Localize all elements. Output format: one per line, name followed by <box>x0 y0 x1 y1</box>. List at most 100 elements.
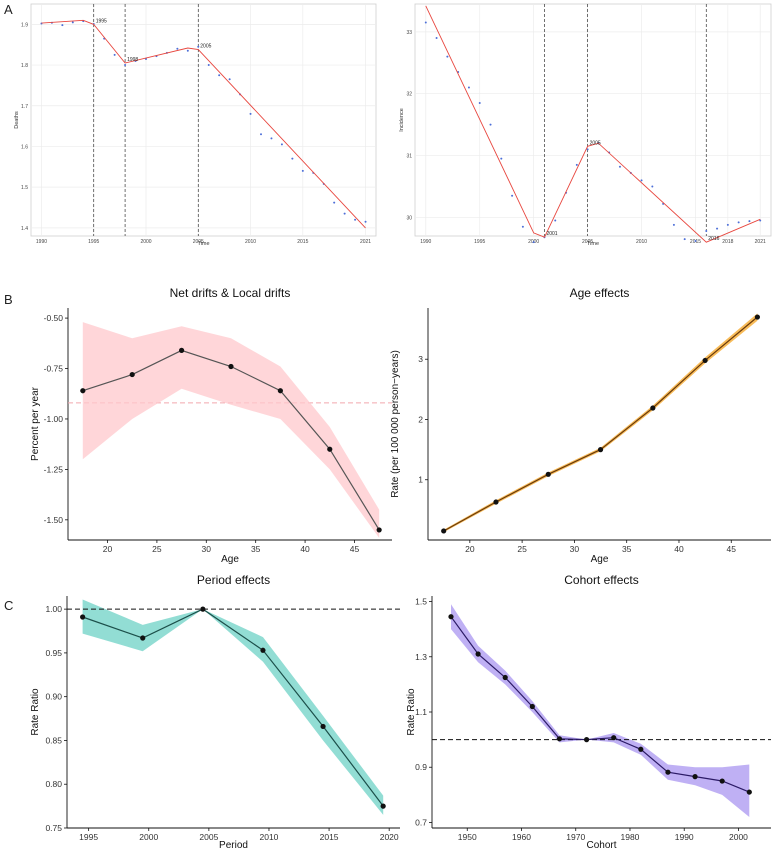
observed-point <box>640 179 643 182</box>
observed-point <box>207 64 210 67</box>
panel-letter-a: A <box>4 2 13 17</box>
x-tick-label: 2010 <box>245 239 256 245</box>
y-tick-label: 0.95 <box>45 648 62 658</box>
observed-point <box>113 53 116 56</box>
effect-point <box>702 357 708 364</box>
observed-point <box>651 185 654 188</box>
y-axis-label: Rate Ratio <box>30 688 41 736</box>
effect-point <box>665 769 671 775</box>
observed-point <box>333 201 336 204</box>
x-tick-label: 2005 <box>582 239 593 245</box>
x-tick-label: 30 <box>570 544 580 554</box>
x-axis-label: Age <box>221 554 239 565</box>
observed-point <box>364 220 367 223</box>
observed-point <box>176 47 179 50</box>
observed-point <box>726 223 729 226</box>
x-tick-label: 2015 <box>320 832 339 842</box>
y-tick-label: 1.8 <box>21 63 28 69</box>
y-axis-label: Rate (per 100 000 person−years) <box>390 350 401 498</box>
observed-point <box>489 123 492 126</box>
y-tick-label: -1.25 <box>44 464 64 474</box>
effect-point <box>529 703 535 710</box>
effect-point <box>719 778 725 784</box>
drifts-chart: 20 25 30 35 40 45 -0.50 -0.75 -1.00 -1.25 -1.50 Net… <box>30 286 392 565</box>
y-tick-label: -0.50 <box>44 313 64 323</box>
observed-point <box>280 143 283 146</box>
observed-point <box>500 157 503 160</box>
y-tick-label: -1.50 <box>44 515 64 525</box>
observed-point <box>424 21 427 24</box>
effect-point <box>228 363 234 370</box>
effect-point <box>650 405 656 411</box>
effect-point <box>376 527 382 533</box>
panel-letter-c: C <box>4 598 13 613</box>
observed-point <box>618 165 621 168</box>
y-tick-label: 0.9 <box>415 762 427 772</box>
observed-point <box>511 194 514 197</box>
chart-title: Net drifts & Local drifts <box>170 286 291 300</box>
observed-point <box>218 74 221 77</box>
y-tick-label: 1 <box>418 475 423 485</box>
y-axis-label: Percent per year <box>30 386 41 461</box>
effect-point <box>746 789 752 795</box>
incidence-chart: 1990199520002005201020152018202130313233… <box>399 3 772 247</box>
x-tick-label: 2010 <box>636 239 647 245</box>
observed-point <box>301 169 304 172</box>
observed-point <box>260 133 262 136</box>
chart-title: Period effects <box>197 573 270 587</box>
x-tick-label: 40 <box>674 544 684 554</box>
effect-point <box>754 314 761 320</box>
plot-frame <box>414 3 772 237</box>
plot-frame <box>30 3 377 237</box>
joinpoint-label: 2016 <box>708 236 719 242</box>
effect-point <box>692 774 698 780</box>
observed-point <box>197 45 200 48</box>
y-tick-label: 1.4 <box>21 226 28 232</box>
effect-point <box>493 499 499 505</box>
x-tick-label: 2005 <box>193 239 204 245</box>
confidence-band <box>82 322 380 538</box>
effect-point <box>80 614 86 620</box>
observed-point <box>748 220 751 223</box>
x-tick-label: 1995 <box>474 239 485 245</box>
observed-point <box>249 112 252 115</box>
x-axis-label: Time <box>587 241 599 247</box>
cohort-effects-chart: 1950 1960 1970 1980 1990 2000 0.7 0.9 1.1 1.3 1.5 C… <box>406 573 771 850</box>
joinpoint-label: 1995 <box>96 18 107 24</box>
age-effects-chart: 20 25 30 35 40 45 1 2 3 Age effects Age Rate (per 1… <box>390 286 771 565</box>
y-tick-label: 3 <box>418 354 423 364</box>
x-tick-label: 2000 <box>140 239 151 245</box>
y-tick-label: 1.3 <box>415 652 427 662</box>
effect-point <box>638 746 644 752</box>
effect-point <box>80 388 86 394</box>
effect-point <box>597 447 604 453</box>
y-axis-label: Rate Ratio <box>406 688 417 736</box>
y-tick-label: 0.80 <box>45 779 62 789</box>
y-axis-label: Deaths <box>14 111 20 129</box>
effect-point <box>320 723 326 730</box>
y-tick-label: 1.9 <box>21 22 28 28</box>
x-axis-label: Cohort <box>586 840 616 850</box>
y-tick-label: 0.7 <box>415 817 427 827</box>
y-axis-label: Incidence <box>399 108 405 132</box>
x-tick-label: 2015 <box>297 239 308 245</box>
effect-point <box>502 674 508 681</box>
chart-title: Age effects <box>570 286 630 300</box>
deaths-chart: 1990 1995 2000 2005 2010 2015 2021 1.4 1.5 1.6 1.7… <box>14 3 377 247</box>
effect-point <box>200 606 206 612</box>
y-tick-label: 1.1 <box>415 707 427 717</box>
x-tick-label: 2000 <box>139 832 158 842</box>
x-axis-label: Period <box>219 840 248 850</box>
x-tick-label: 2015 <box>690 239 701 245</box>
x-tick-label: 2010 <box>260 832 279 842</box>
y-tick-label: 30 <box>406 215 412 221</box>
joinpoint-label: 2005 <box>200 44 211 50</box>
observed-point <box>124 64 127 67</box>
y-tick-label: -0.75 <box>44 364 64 374</box>
observed-point <box>737 221 740 224</box>
x-tick-label: 1990 <box>36 239 47 245</box>
observed-point <box>554 219 557 222</box>
x-tick-label: 1990 <box>420 239 431 245</box>
observed-point <box>446 55 449 58</box>
